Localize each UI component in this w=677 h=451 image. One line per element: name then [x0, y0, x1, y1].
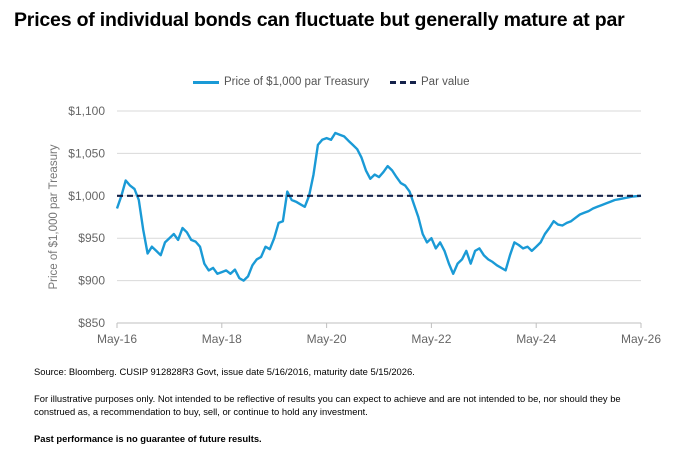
- series-lines: [115, 131, 642, 282]
- x-tick-label: May-18: [202, 332, 242, 346]
- legend-label-price: Price of $1,000 par Treasury: [224, 76, 370, 88]
- legend-swatch-solid: [193, 80, 219, 84]
- legend-label-par: Par value: [421, 76, 470, 88]
- x-tick-labels: May-16 May-18 May-20 May-22 May-24 May-26: [97, 323, 661, 346]
- y-tick-label: $1,000: [68, 189, 105, 203]
- y-tick-label: $850: [78, 316, 105, 330]
- y-tick-label: $950: [78, 231, 105, 245]
- y-axis-label: Price of $1,000 par Treasury: [48, 144, 60, 289]
- legend-swatch-dashed: [390, 80, 416, 84]
- legend-item-price: Price of $1,000 par Treasury: [193, 76, 369, 88]
- y-tick-label: $1,100: [68, 104, 105, 118]
- x-tick-label: May-22: [411, 332, 451, 346]
- x-tick-label: May-20: [307, 332, 347, 346]
- x-tick-label: May-24: [516, 332, 556, 346]
- past-performance-note: Past performance is no guarantee of futu…: [34, 433, 262, 444]
- x-tick-label: May-16: [97, 332, 137, 346]
- disclaimer-note: For illustrative purposes only. Not inte…: [34, 393, 621, 417]
- x-tick-label: May-26: [621, 332, 661, 346]
- grid-lines: [117, 110, 641, 324]
- chart-title: Prices of individual bonds can fluctuate…: [14, 9, 625, 31]
- y-tick-labels: $850 $900 $950 $1,000 $1,050 $1,100: [68, 104, 105, 330]
- y-tick-label: $900: [78, 274, 105, 288]
- chart-svg: $850$900$950$1,000$1,050$1,100 May-16 May…: [48, 104, 661, 346]
- legend-item-par: Par value: [390, 76, 470, 88]
- y-tick-label: $1,050: [68, 146, 105, 160]
- price-series-line: [115, 131, 642, 282]
- source-note: Source: Bloomberg. CUSIP 912828R3 Govt, …: [34, 366, 415, 377]
- chart-legend: Price of $1,000 par Treasury Par value: [0, 76, 677, 92]
